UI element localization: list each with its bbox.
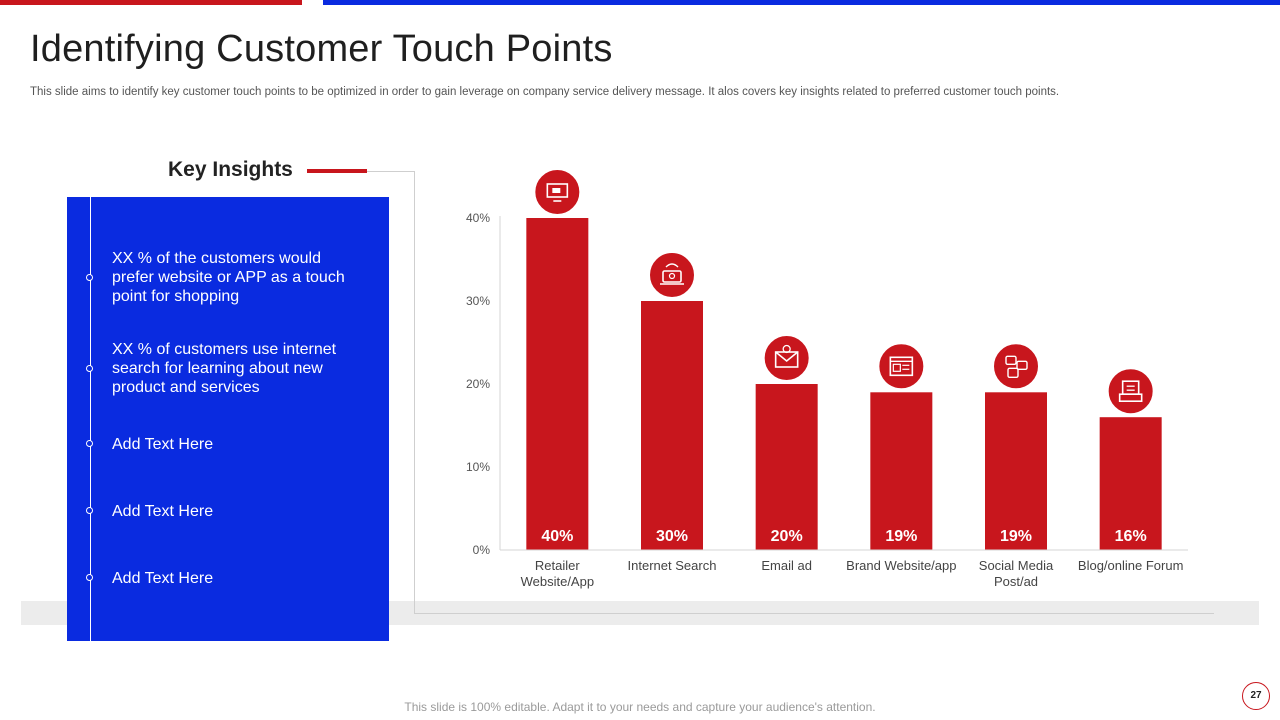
- category-label: Post/ad: [994, 574, 1038, 589]
- category-label: Website/App: [521, 574, 594, 589]
- bar: [1099, 417, 1162, 550]
- insight-text: XX % of customers use internet search fo…: [112, 341, 337, 396]
- top-bar-blue: [323, 0, 1280, 5]
- key-insights-panel: XX % of the customers would prefer websi…: [67, 197, 389, 641]
- laptop-wifi-icon: [648, 251, 696, 299]
- browser-image: [892, 363, 901, 372]
- frame-line-top: [367, 171, 415, 172]
- timeline-dot: [86, 440, 93, 447]
- timeline-dot: [86, 507, 93, 514]
- category-label: Retailer: [535, 558, 580, 573]
- top-bar-red: [0, 0, 302, 5]
- wifi-arc: [665, 263, 679, 268]
- timeline-dot: [86, 274, 93, 281]
- laptop-screen: [662, 270, 682, 283]
- timeline-dot: [86, 365, 93, 372]
- slide-subtitle: This slide aims to identify key customer…: [30, 86, 1060, 98]
- email-icon: [762, 334, 811, 382]
- monitor-screen: [546, 183, 569, 198]
- data-label: 40%: [541, 528, 573, 545]
- insight-text: XX % of the customers would prefer websi…: [112, 250, 345, 305]
- data-label: 19%: [1000, 528, 1032, 545]
- bar: [755, 384, 818, 550]
- insight-text: Add Text Here: [112, 570, 214, 587]
- frame-line-bottom: [414, 613, 1214, 614]
- key-insights-heading: Key Insights: [168, 158, 293, 181]
- icon-badge: [762, 334, 811, 382]
- browser-frame: [889, 356, 914, 377]
- insight-text: Add Text Here: [112, 503, 214, 520]
- chat-bubble: [1005, 355, 1017, 365]
- forum-desk: [1118, 393, 1143, 403]
- y-tick-label: 20%: [466, 377, 490, 391]
- y-tick-label: 10%: [466, 460, 490, 474]
- bar: [526, 218, 589, 550]
- timeline-dot: [86, 574, 93, 581]
- data-label: 30%: [656, 528, 688, 545]
- monitor-icon: [533, 168, 582, 216]
- at-sign: [782, 344, 791, 354]
- category-label: Social Media: [979, 558, 1054, 573]
- blog-forum-icon: [1106, 367, 1155, 416]
- envelope-flap: [775, 351, 799, 363]
- y-tick-label: 40%: [466, 211, 490, 225]
- bar: [641, 301, 703, 550]
- icon-badge: [877, 342, 926, 391]
- category-label: Internet Search: [628, 558, 717, 573]
- browser-window-icon: [877, 342, 926, 391]
- frame-line-vertical: [414, 171, 415, 614]
- insight-text: Add Text Here: [112, 436, 214, 453]
- y-tick-label: 0%: [473, 543, 491, 557]
- slide-title: Identifying Customer Touch Points: [30, 28, 613, 70]
- social-chat-icon: [992, 342, 1040, 391]
- heading-accent-line: [307, 169, 367, 173]
- page-number: 27: [1242, 682, 1270, 710]
- search-lens: [668, 272, 676, 280]
- chat-bubble: [1016, 360, 1028, 370]
- phone-shape: [1007, 367, 1019, 378]
- data-label: 20%: [771, 528, 803, 545]
- icon-badge: [1106, 367, 1155, 416]
- data-label: 19%: [885, 528, 917, 545]
- category-label: Blog/online Forum: [1078, 558, 1184, 573]
- category-label: Brand Website/app: [846, 558, 956, 573]
- monitor-content: [552, 188, 561, 193]
- y-tick-label: 30%: [466, 294, 490, 308]
- bar: [985, 392, 1047, 550]
- bar: [870, 392, 933, 550]
- data-label: 16%: [1115, 528, 1147, 545]
- category-label: Email ad: [761, 558, 812, 573]
- icon-badge: [648, 251, 696, 299]
- icon-badge: [992, 342, 1040, 391]
- footer-note: This slide is 100% editable. Adapt it to…: [404, 700, 876, 714]
- timeline-line: [90, 197, 91, 641]
